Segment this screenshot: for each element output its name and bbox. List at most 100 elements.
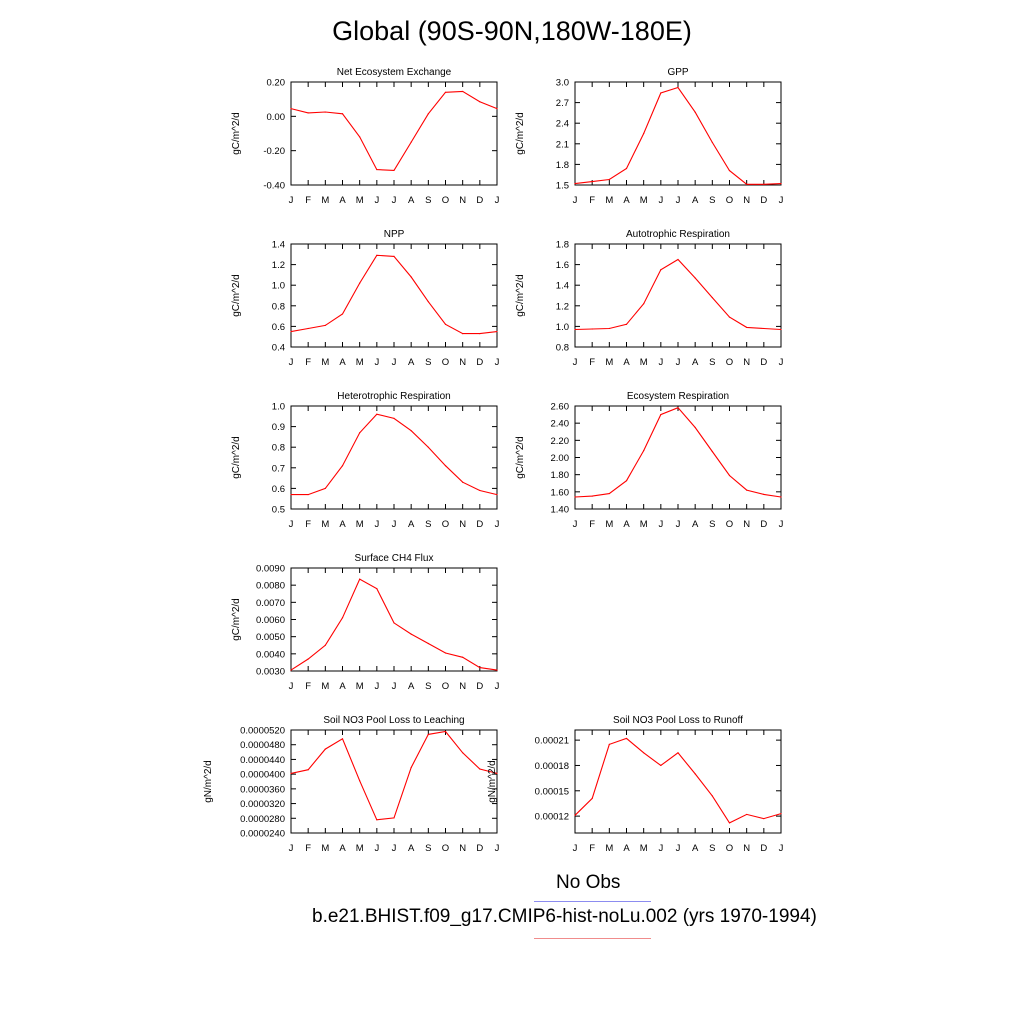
y-tick-label: 0.0000480 — [240, 740, 285, 751]
data-point — [677, 752, 679, 754]
y-tick-label: 0.4 — [272, 343, 285, 354]
data-point — [341, 617, 344, 619]
x-tick-label: F — [589, 195, 595, 206]
data-point — [711, 795, 713, 797]
y-tick-label: 0.0060 — [256, 615, 285, 626]
data-point — [359, 780, 361, 782]
x-tick-label: J — [676, 843, 681, 854]
legend-label-no-obs: No Obs — [556, 872, 621, 893]
y-tick-label: 1.60 — [551, 487, 570, 498]
x-tick-label: A — [408, 681, 415, 692]
x-tick-label: J — [289, 357, 294, 368]
data-point — [643, 132, 645, 135]
y-tick-label: 0.0000240 — [240, 829, 285, 840]
y-tick-label: -0.20 — [263, 146, 285, 157]
x-tick-label: M — [605, 519, 613, 530]
data-point — [359, 578, 361, 580]
x-tick-label: M — [321, 519, 329, 530]
x-tick-label: J — [289, 195, 294, 206]
x-tick-label: A — [339, 843, 346, 854]
x-tick-label: M — [321, 195, 329, 206]
data-point — [694, 111, 696, 113]
data-point — [608, 492, 610, 495]
x-tick-label: J — [289, 843, 294, 854]
y-tick-label: 0.00021 — [535, 736, 569, 747]
data-point — [376, 413, 378, 415]
chart-panel-4: Heterotrophic Respiration gC/m^2/d 1.0 0.9 0… — [231, 391, 500, 530]
x-tick-label: J — [374, 519, 379, 530]
y-tick-label: 1.0 — [556, 322, 569, 333]
plot-frame — [574, 729, 782, 834]
data-point — [763, 327, 765, 330]
x-tick-label: F — [305, 195, 311, 206]
data-point — [410, 766, 412, 769]
x-tick-label: O — [726, 519, 733, 530]
x-tick-label: S — [425, 843, 431, 854]
data-point — [677, 258, 679, 261]
plot-frame — [290, 567, 498, 672]
data-point — [341, 465, 344, 467]
x-tick-label: S — [425, 519, 431, 530]
x-tick-label: J — [573, 357, 578, 368]
x-tick-label: S — [425, 681, 431, 692]
series-line — [574, 737, 782, 824]
y-axis-label: gC/m^2/d — [231, 436, 242, 479]
y-tick-label: 0.8 — [556, 343, 569, 354]
data-point — [376, 168, 378, 171]
data-point — [643, 752, 645, 754]
data-point — [393, 817, 395, 819]
x-tick-label: J — [374, 357, 379, 368]
x-tick-label: J — [779, 519, 784, 530]
data-point — [496, 669, 498, 671]
x-tick-label: J — [392, 843, 397, 854]
data-point — [444, 652, 447, 654]
x-tick-label: N — [459, 357, 466, 368]
data-point — [341, 313, 344, 315]
data-point — [393, 169, 395, 172]
data-point — [444, 323, 447, 325]
data-point — [444, 465, 447, 467]
y-tick-label: 0.5 — [272, 505, 285, 516]
data-point — [341, 738, 344, 740]
data-point — [359, 282, 361, 284]
data-point — [496, 108, 498, 110]
y-tick-label: 1.5 — [556, 181, 569, 192]
data-point — [780, 812, 782, 815]
data-point — [591, 797, 593, 799]
data-point — [746, 813, 748, 816]
data-point — [694, 277, 696, 279]
y-tick-label: 1.40 — [551, 505, 570, 516]
data-point — [574, 328, 576, 331]
y-tick-label: 0.0000520 — [240, 726, 285, 737]
x-tick-label: A — [692, 357, 699, 368]
data-point — [591, 328, 593, 330]
chart-title: Ecosystem Respiration — [627, 391, 729, 402]
y-axis-label: gC/m^2/d — [515, 112, 526, 155]
y-tick-label: 1.6 — [556, 260, 569, 271]
x-tick-label: M — [640, 519, 648, 530]
series-line — [574, 258, 782, 331]
x-tick-label: M — [640, 195, 648, 206]
data-point — [462, 656, 464, 658]
data-point — [625, 167, 628, 170]
data-point — [324, 324, 326, 326]
y-tick-label: 0.00018 — [535, 761, 569, 772]
y-tick-label: 2.00 — [551, 453, 570, 464]
y-tick-label: 0.9 — [272, 422, 285, 433]
x-tick-label: N — [743, 357, 750, 368]
y-tick-label: 1.4 — [272, 240, 285, 251]
x-tick-label: F — [305, 357, 311, 368]
y-tick-label: 2.4 — [556, 119, 569, 130]
x-tick-label: O — [442, 843, 449, 854]
x-tick-label: M — [356, 519, 364, 530]
chart-panel-7: Soil NO3 Pool Loss to Leaching gN/m^2/d 0.… — [203, 715, 500, 854]
x-tick-label: N — [743, 195, 750, 206]
x-tick-label: D — [476, 681, 483, 692]
x-tick-label: D — [476, 195, 483, 206]
x-tick-label: M — [356, 843, 364, 854]
legend-line-no-obs — [534, 901, 651, 902]
y-tick-label: 0.8 — [272, 443, 285, 454]
x-tick-label: M — [640, 843, 648, 854]
chart-panel-6: Surface CH4 Flux gC/m^2/d 0.0090 0.0080 0.00… — [231, 553, 500, 692]
